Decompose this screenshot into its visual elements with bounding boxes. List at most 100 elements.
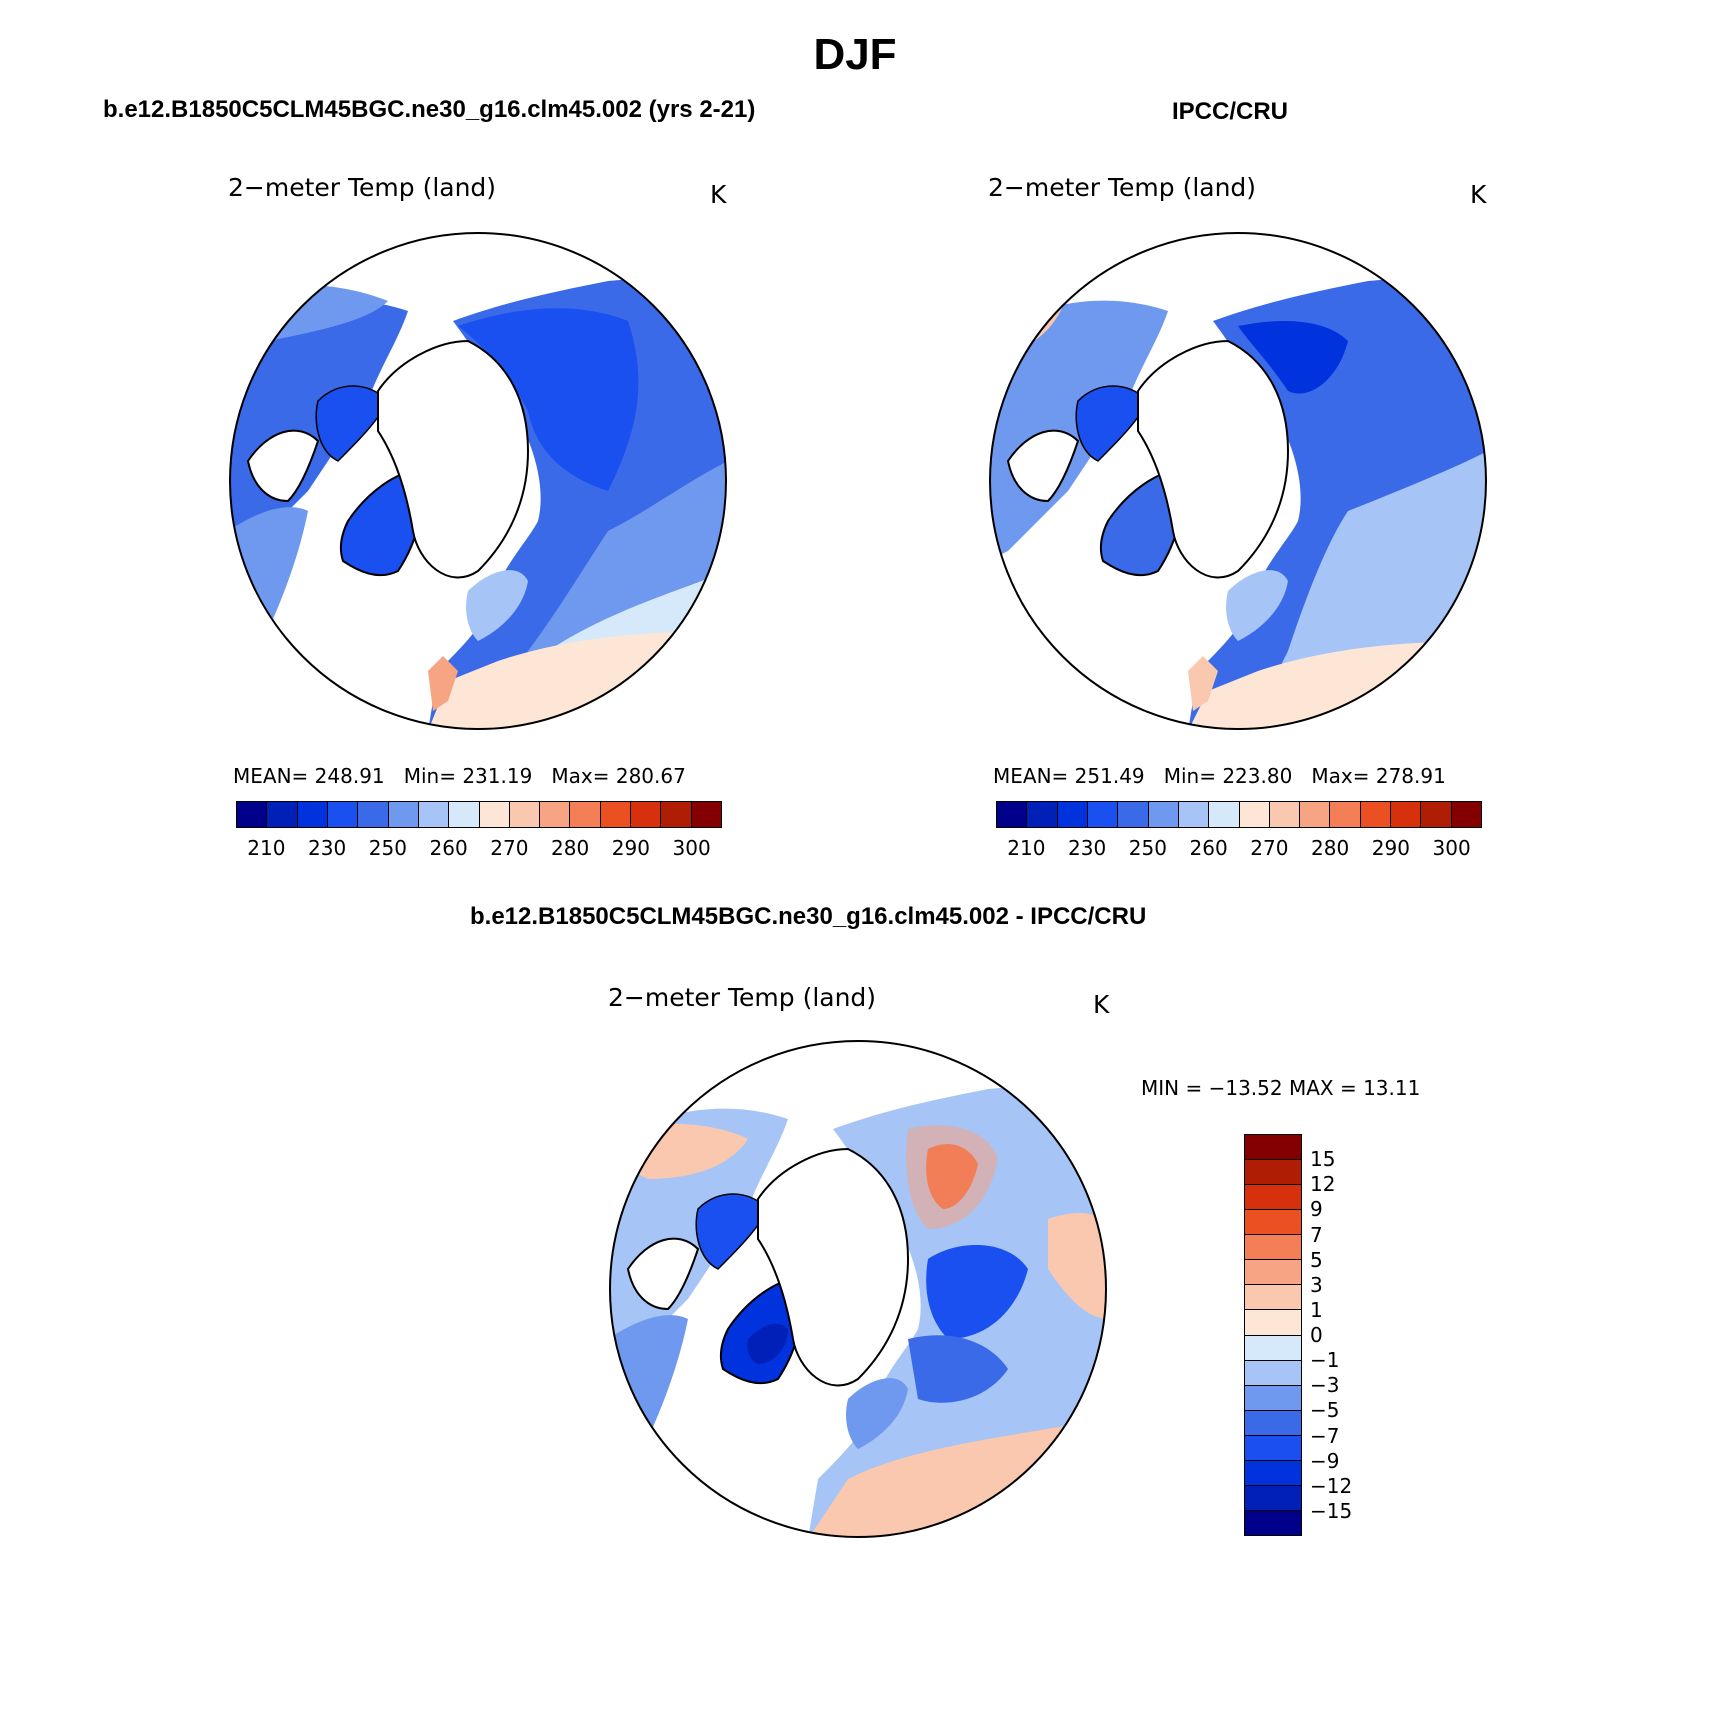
colorbar-tick-label: −12 — [1310, 1473, 1353, 1498]
colorbar-tick-label: 270 — [1250, 836, 1289, 860]
colorbar-swatch — [1118, 802, 1149, 827]
obs-mean-label: MEAN= — [993, 764, 1069, 788]
colorbar-tick-label: 280 — [551, 836, 590, 860]
hudson-bay — [1006, 429, 1080, 503]
scandinavia — [466, 570, 528, 641]
colorbar-swatch — [1245, 1385, 1301, 1411]
colorbar-swatch — [1057, 802, 1088, 827]
siberia-warm-halo — [906, 1125, 998, 1229]
diff-minmax: MIN = −13.52 MAX = 13.11 — [1141, 1076, 1421, 1100]
colorbar-tick-label: 7 — [1310, 1222, 1323, 1247]
colorbar-swatch — [1451, 802, 1481, 827]
colorbar-swatch — [479, 802, 510, 827]
colorbar-tick-label: 12 — [1310, 1172, 1336, 1197]
model-case-title: b.e12.B1850C5CLM45BGC.ne30_g16.clm45.002… — [103, 96, 756, 123]
scandinavia — [1226, 570, 1288, 641]
colorbar-swatch — [449, 802, 480, 827]
colorbar-tick-label: 3 — [1310, 1272, 1323, 1297]
colorbar-swatch — [1330, 802, 1361, 827]
model-mean-value: 248.91 — [314, 764, 385, 788]
colorbar-swatch — [661, 802, 692, 827]
obs-max-value: 278.91 — [1375, 764, 1446, 788]
colorbar-tick-label: 230 — [1068, 836, 1107, 860]
colorbar-swatch — [1209, 802, 1240, 827]
colorbar-tick-label: 300 — [672, 836, 711, 860]
colorbar-swatch — [631, 802, 662, 827]
colorbar-swatch — [1239, 802, 1270, 827]
model-min-label: Min= — [403, 764, 456, 788]
colorbar-swatch — [1087, 802, 1119, 827]
greenland-core — [747, 1323, 788, 1364]
colorbar-tick-label: 250 — [1128, 836, 1167, 860]
obs-mean-value: 251.49 — [1074, 764, 1145, 788]
na-southwest — [230, 281, 258, 371]
colorbar-swatch — [1245, 1210, 1301, 1236]
obs-case-title: IPCC/CRU — [1172, 98, 1289, 125]
obs-variable-title: 2−meter Temp (land) — [988, 173, 1257, 202]
colorbar-tick-label: −9 — [1310, 1448, 1340, 1473]
colorbar-tick-label: −15 — [1310, 1498, 1353, 1523]
colorbar-swatch — [1245, 1410, 1301, 1436]
colorbar-tick-label: 210 — [1007, 836, 1046, 860]
scandinavia — [846, 1378, 908, 1449]
arctic-archipelago — [1075, 385, 1149, 462]
colorbar-swatch — [388, 802, 419, 827]
colorbar-tick-label: 300 — [1432, 836, 1471, 860]
arctic-ocean — [757, 1147, 910, 1387]
colorbar-tick-label: 280 — [1311, 836, 1350, 860]
colorbar-swatch — [267, 802, 298, 827]
central-asia-cool — [926, 1245, 1028, 1339]
colorbar-swatch — [570, 802, 601, 827]
colorbar-swatch — [1245, 1485, 1301, 1511]
diff-units: K — [1093, 990, 1110, 1019]
colorbar-swatch — [1245, 1435, 1301, 1461]
colorbar-swatch — [1245, 1460, 1301, 1486]
colorbar-swatch — [1391, 802, 1422, 827]
colorbar-tick-label: 290 — [1371, 836, 1410, 860]
obs-colorbar — [996, 801, 1482, 828]
obs-stats: MEAN= 251.49 Min= 223.80 Max= 278.91 — [993, 764, 1446, 788]
colorbar-swatch — [1269, 802, 1301, 827]
colorbar-swatch — [509, 802, 541, 827]
colorbar-swatch — [418, 802, 450, 827]
colorbar-swatch — [1245, 1160, 1301, 1186]
uk — [428, 656, 458, 711]
arctic-archipelago — [695, 1193, 769, 1270]
colorbar-tick-label: −3 — [1310, 1373, 1340, 1398]
colorbar-tick-label: 210 — [247, 836, 286, 860]
model-min-value: 231.19 — [462, 764, 533, 788]
colorbar-tick-label: −7 — [1310, 1423, 1340, 1448]
colorbar-tick-label: 290 — [611, 836, 650, 860]
colorbar-swatch — [1360, 802, 1392, 827]
colorbar-tick-label: 250 — [368, 836, 407, 860]
colorbar-tick-label: 270 — [490, 836, 529, 860]
obs-units: K — [1470, 180, 1487, 209]
colorbar-tick-label: 260 — [1189, 836, 1228, 860]
hudson-bay — [246, 429, 320, 503]
obs-min-label: Min= — [1163, 764, 1216, 788]
colorbar-swatch — [691, 802, 721, 827]
colorbar-tick-label: −1 — [1310, 1348, 1340, 1373]
siberia-core — [458, 308, 639, 491]
colorbar-swatch — [237, 802, 268, 827]
diff-case-title: b.e12.B1850C5CLM45BGC.ne30_g16.clm45.002… — [470, 903, 1147, 930]
colorbar-tick-label: 1 — [1310, 1297, 1323, 1322]
model-stats: MEAN= 248.91 Min= 231.19 Max= 280.67 — [233, 764, 686, 788]
obs-polar-map — [989, 232, 1487, 730]
colorbar-swatch — [1027, 802, 1058, 827]
diff-colorbar — [1244, 1134, 1302, 1536]
colorbar-swatch — [1245, 1235, 1301, 1261]
model-units: K — [710, 180, 727, 209]
colorbar-swatch — [327, 802, 359, 827]
colorbar-swatch — [1421, 802, 1452, 827]
diff-variable-title: 2−meter Temp (land) — [608, 983, 877, 1012]
greenland — [339, 469, 423, 577]
colorbar-swatch — [997, 802, 1028, 827]
colorbar-swatch — [1245, 1335, 1301, 1361]
colorbar-tick-label: 230 — [308, 836, 347, 860]
colorbar-tick-label: 5 — [1310, 1247, 1323, 1272]
hudson-bay — [626, 1237, 700, 1311]
uk — [1188, 656, 1218, 711]
obs-min-value: 223.80 — [1222, 764, 1293, 788]
colorbar-swatch — [600, 802, 632, 827]
